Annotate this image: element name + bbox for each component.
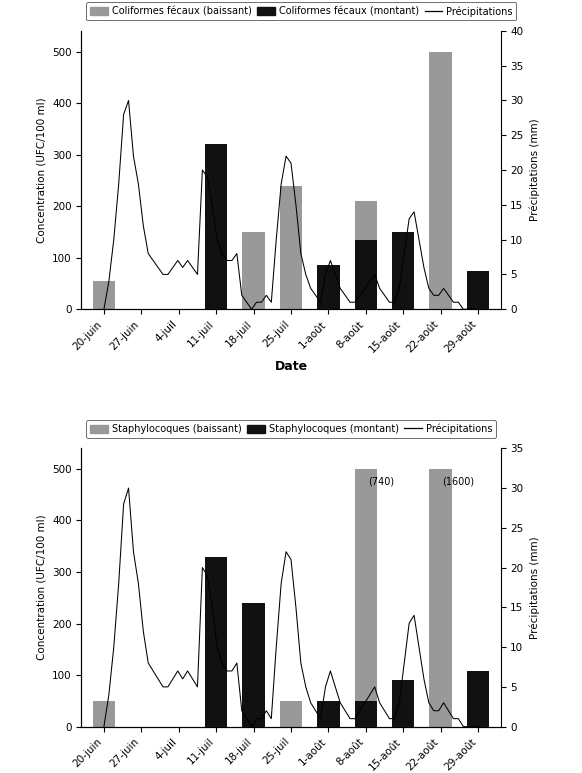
Bar <box>354 469 377 727</box>
Bar <box>242 603 265 727</box>
Bar <box>280 186 302 309</box>
Legend: Coliformes fécaux (baissant), Coliformes fécaux (montant), Précipitations: Coliformes fécaux (baissant), Coliformes… <box>86 2 516 21</box>
Y-axis label: Précipitations (mm): Précipitations (mm) <box>529 536 540 638</box>
Bar <box>430 52 452 309</box>
Bar <box>392 680 414 727</box>
Bar <box>280 701 302 727</box>
Bar <box>93 281 115 309</box>
Bar <box>317 701 340 727</box>
Bar <box>205 557 228 727</box>
X-axis label: Date: Date <box>275 360 307 373</box>
Bar <box>430 469 452 727</box>
Bar <box>242 232 265 309</box>
Bar <box>317 265 340 309</box>
Bar <box>354 201 377 309</box>
Bar <box>392 232 414 309</box>
Y-axis label: Concentration (UFC/100 ml): Concentration (UFC/100 ml) <box>37 97 47 243</box>
Bar <box>467 672 489 727</box>
Bar <box>242 659 265 727</box>
Legend: Staphylocoques (baissant), Staphylocoques (montant), Précipitations: Staphylocoques (baissant), Staphylocoque… <box>86 420 496 438</box>
Y-axis label: Concentration (UFC/100 ml): Concentration (UFC/100 ml) <box>37 515 47 660</box>
Bar <box>93 701 115 727</box>
Text: (1600): (1600) <box>442 476 475 486</box>
Bar <box>467 271 489 309</box>
Text: (740): (740) <box>368 476 394 486</box>
Bar <box>354 240 377 309</box>
Y-axis label: Précipitations (mm): Précipitations (mm) <box>529 119 540 221</box>
Bar <box>205 145 228 309</box>
Bar <box>354 701 377 727</box>
